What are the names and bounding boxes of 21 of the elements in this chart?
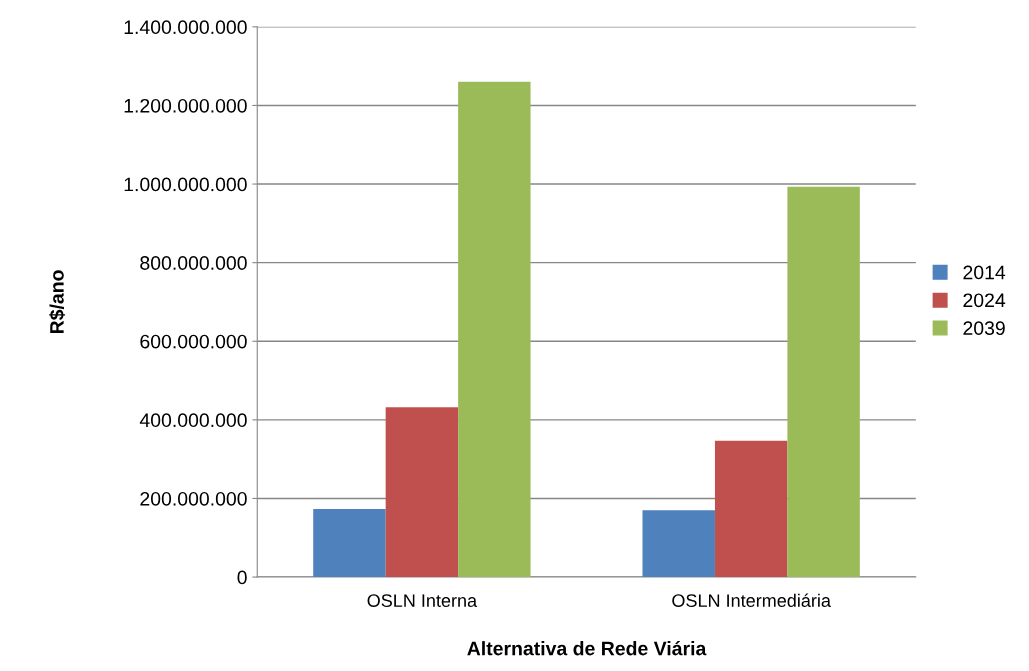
y-tick-label: 600.000.000: [140, 334, 247, 349]
y-tick-label: 200.000.000: [140, 491, 247, 506]
y-tick-label: 400.000.000: [139, 413, 247, 428]
legend-label: 2014: [963, 265, 1006, 280]
bar: [642, 510, 715, 578]
bar: [714, 440, 788, 578]
x-tick-label: OSLN Interna: [367, 594, 478, 607]
x-axis-title: Alternativa de Rede Viária: [467, 640, 707, 656]
y-tick-label: 0: [237, 570, 247, 585]
bar: [313, 509, 386, 578]
legend-label: 2039: [963, 321, 1005, 336]
y-tick-label: 1.000.000.000: [124, 177, 247, 192]
bar: [787, 186, 860, 578]
y-tick-label: 1.400.000.000: [124, 20, 247, 35]
legend-label: 2024: [963, 293, 1006, 308]
y-tick-label: 1.200.000.000: [124, 98, 247, 113]
bar: [385, 407, 459, 578]
x-tick-label: OSLN Intermediária: [672, 593, 831, 607]
bar: [458, 81, 531, 578]
y-axis-title: R$/ano: [49, 270, 66, 334]
y-tick-label: 800.000.000: [140, 256, 247, 270]
